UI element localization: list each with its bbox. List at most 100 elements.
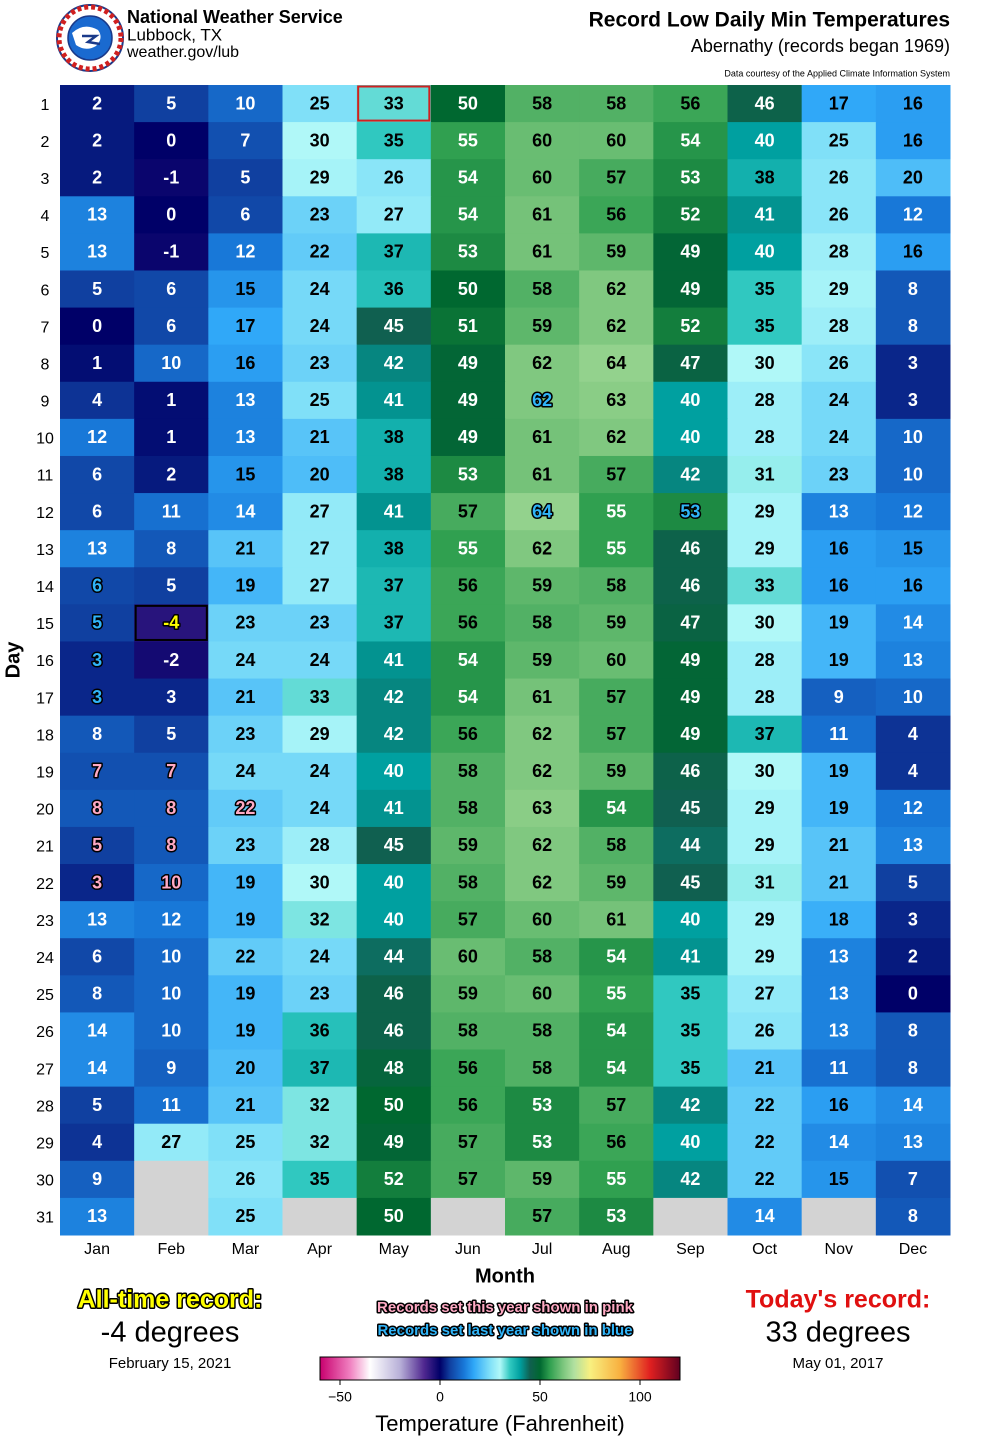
cell-label: 47: [680, 353, 700, 373]
heat-cell: [505, 678, 580, 717]
heat-cell: [653, 196, 728, 234]
heat-cell: [875, 122, 951, 160]
cell-label: 61: [532, 464, 552, 484]
cell-label: 37: [384, 576, 404, 596]
cell-label: 16: [903, 576, 923, 596]
heat-cell: [505, 1123, 580, 1162]
heat-cell: [727, 455, 803, 494]
heat-cell: [579, 604, 654, 642]
heat-cell: [875, 752, 951, 791]
cell-label: 21: [235, 538, 255, 558]
heat-cell: [134, 975, 209, 1013]
heat-cell: [505, 1049, 580, 1088]
heat-cell: [60, 864, 135, 902]
cell-label: 5: [166, 724, 176, 744]
cell-label: 10: [235, 93, 255, 113]
cell-label: 13: [87, 1206, 107, 1226]
heat-cell: [356, 641, 432, 680]
cell-label: 28: [829, 242, 849, 262]
heat-cell: [60, 715, 135, 754]
cell-label: 21: [235, 1095, 255, 1115]
cell-label: 58: [458, 1021, 478, 1041]
cell-label: 5: [92, 613, 102, 633]
cell-label: 21: [829, 872, 849, 892]
heat-cell: [801, 938, 877, 976]
cell-label: 44: [384, 947, 404, 967]
heat-cell: [134, 307, 209, 346]
heat-cell: [430, 85, 506, 123]
cell-label: 12: [903, 798, 923, 818]
x-tick-label: Oct: [752, 1241, 777, 1258]
heat-cell: [430, 159, 506, 197]
cell-label: 26: [235, 1169, 255, 1189]
heat-cell: [60, 381, 135, 420]
heat-cell: [801, 1012, 877, 1051]
heat-cell: [134, 530, 209, 568]
heat-cell: [208, 641, 283, 680]
cell-label: 58: [606, 835, 626, 855]
heat-cell: [60, 1086, 135, 1125]
heat-cell: [356, 381, 432, 420]
heat-cell: [208, 418, 283, 457]
heat-cell: [430, 344, 506, 383]
cell-label: 56: [458, 576, 478, 596]
cell-label: 62: [532, 390, 552, 410]
heat-cell: [801, 604, 877, 642]
cell-label: 28: [755, 687, 775, 707]
heat-cell: [60, 752, 135, 791]
heat-cell: [727, 975, 803, 1013]
heat-cell: [653, 418, 728, 457]
chart-subtitle: Abernathy (records began 1969): [691, 36, 950, 56]
heat-cell: [430, 752, 506, 791]
cell-label: 49: [384, 1132, 404, 1152]
cell-label: 62: [532, 724, 552, 744]
cell-label: 15: [235, 279, 255, 299]
cell-label: 38: [384, 464, 404, 484]
heat-cell: [727, 196, 803, 234]
heat-cell: [282, 1123, 358, 1162]
cell-label: 23: [310, 205, 330, 225]
cell-label: 6: [240, 205, 250, 225]
cell-label: 58: [458, 761, 478, 781]
heat-cell: [134, 1049, 209, 1088]
cell-label: 10: [161, 947, 181, 967]
missing-cell: [430, 1197, 506, 1236]
heat-cell: [134, 901, 209, 939]
cell-label: 49: [680, 279, 700, 299]
cell-label: 45: [680, 872, 700, 892]
heat-cell: [875, 1012, 951, 1051]
heat-cell: [653, 567, 728, 605]
heat-cell: [430, 307, 506, 346]
cell-label: 29: [829, 279, 849, 299]
url: weather.gov/lub: [126, 44, 239, 61]
missing-cell: [653, 1197, 728, 1236]
cell-label: 23: [235, 835, 255, 855]
x-tick-label: Jun: [455, 1241, 481, 1258]
cell-label: 45: [680, 798, 700, 818]
heat-cell: [801, 789, 877, 828]
cell-label: 55: [606, 501, 626, 521]
heat-cell: [727, 1160, 803, 1199]
heat-cell: [875, 530, 951, 568]
heat-cell: [801, 530, 877, 568]
cell-label: 2: [92, 167, 102, 187]
heat-cell: [430, 604, 506, 642]
heat-cell: [727, 567, 803, 605]
cell-label: 22: [755, 1132, 775, 1152]
heat-cell: [134, 381, 209, 420]
cell-label: 57: [458, 909, 478, 929]
cell-label: 14: [87, 1058, 107, 1078]
cell-label: 58: [532, 1058, 552, 1078]
cell-label: 58: [532, 279, 552, 299]
heat-cell: [579, 1049, 654, 1088]
heat-cell: [134, 493, 209, 531]
heat-cell: [282, 567, 358, 605]
heat-cell: [208, 752, 283, 791]
cell-label: 10: [161, 1021, 181, 1041]
heat-cell: [282, 85, 358, 123]
cell-label: 35: [310, 1169, 330, 1189]
cell-label: 58: [458, 798, 478, 818]
cell-label: 10: [903, 427, 923, 447]
heat-cell: [356, 715, 432, 754]
